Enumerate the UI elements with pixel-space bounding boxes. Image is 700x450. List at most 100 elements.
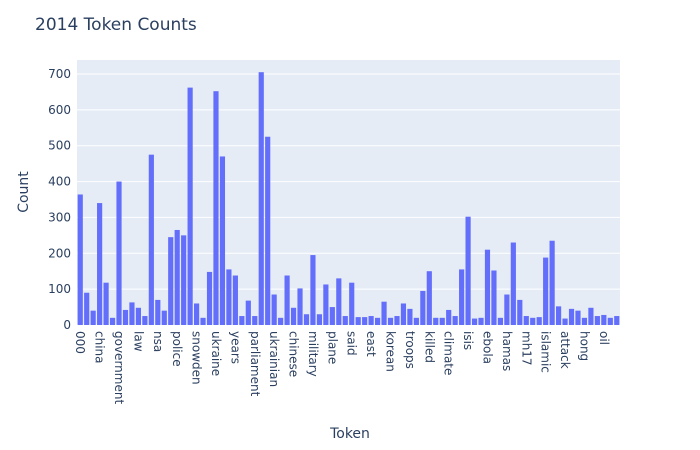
bar <box>368 316 374 325</box>
x-tick-label: chinese <box>287 331 301 377</box>
bar <box>303 314 310 325</box>
x-tick-label: police <box>170 331 184 367</box>
x-tick-label: troops <box>403 331 417 369</box>
bar <box>349 282 355 325</box>
x-tick-label: 000 <box>73 331 87 354</box>
bar <box>252 316 258 325</box>
bar <box>362 317 368 325</box>
bar <box>588 307 594 325</box>
bar <box>517 299 523 325</box>
bar <box>568 308 575 325</box>
x-tick-label: military <box>306 331 320 377</box>
bar <box>148 154 154 325</box>
bar <box>135 307 141 325</box>
x-tick-label: law <box>131 331 145 352</box>
x-tick-label: ukrainian <box>267 331 281 387</box>
bar <box>232 275 238 325</box>
bar <box>504 294 510 325</box>
bar <box>310 255 316 325</box>
chart-title: 2014 Token Counts <box>35 15 197 35</box>
x-tick-label: snowden <box>190 331 204 385</box>
bar <box>278 317 284 325</box>
bar <box>543 257 549 325</box>
bar <box>122 309 129 325</box>
x-tick-label: killed <box>422 331 436 363</box>
bar <box>562 318 568 325</box>
bar <box>497 317 503 325</box>
bar <box>355 317 361 325</box>
bar <box>426 271 432 325</box>
x-tick-label: ukraine <box>209 331 223 376</box>
bar <box>187 87 193 326</box>
bar <box>116 181 122 325</box>
bar <box>491 270 497 325</box>
x-tick-label: plane <box>325 331 339 364</box>
x-tick-label: islamic <box>539 331 553 373</box>
bar <box>375 317 381 325</box>
bar <box>316 314 322 325</box>
bar <box>329 307 335 325</box>
bar <box>271 294 277 325</box>
y-tick-label: 500 <box>48 139 71 153</box>
x-tick-label: korean <box>384 331 398 372</box>
bar <box>265 136 271 325</box>
bar <box>258 72 264 325</box>
x-tick-label: parliament <box>248 331 262 397</box>
bar <box>342 316 348 325</box>
bar <box>575 310 581 325</box>
y-tick-label: 400 <box>48 175 71 189</box>
bar <box>290 307 297 325</box>
bar <box>510 242 516 325</box>
bar <box>226 269 232 325</box>
x-tick-label: attack <box>558 331 572 369</box>
x-tick-label: government <box>112 331 126 404</box>
bar <box>161 310 167 325</box>
bar <box>459 269 465 325</box>
x-tick-label: climate <box>442 331 456 375</box>
bar <box>601 314 607 325</box>
x-tick-label: mh17 <box>519 331 533 366</box>
bar <box>239 316 245 325</box>
x-tick-label: oil <box>597 331 611 345</box>
bar <box>407 308 413 325</box>
x-tick-label: nsa <box>151 331 165 352</box>
y-tick-label: 200 <box>48 246 71 260</box>
bar <box>336 278 342 325</box>
bar <box>400 303 407 325</box>
x-tick-label: isis <box>461 331 475 350</box>
bar <box>465 216 471 325</box>
bar <box>97 203 103 325</box>
bar <box>77 194 83 325</box>
bar <box>549 240 555 325</box>
bar <box>387 317 394 325</box>
bar <box>433 317 439 325</box>
bar <box>129 302 135 325</box>
bar <box>219 156 226 325</box>
x-tick-label: east <box>364 331 378 357</box>
x-tick-label: hamas <box>500 331 514 371</box>
bar <box>471 318 478 325</box>
bar <box>594 316 600 325</box>
bar <box>413 317 419 325</box>
bar <box>607 317 613 325</box>
bar <box>155 299 161 325</box>
bar <box>523 316 529 325</box>
bar <box>194 303 200 325</box>
bar <box>181 235 187 325</box>
plot-area <box>77 60 620 325</box>
bar <box>213 91 219 325</box>
y-tick-label: 0 <box>63 318 71 332</box>
bar <box>581 317 588 325</box>
bar <box>200 317 206 325</box>
bar <box>284 275 290 325</box>
x-tick-label: ebola <box>480 331 494 364</box>
x-axis-title: Token <box>329 426 370 442</box>
bar <box>394 316 400 325</box>
x-tick-label: years <box>228 331 242 364</box>
bar <box>536 317 542 325</box>
bar <box>323 284 329 325</box>
x-tick-label: hong <box>577 331 591 361</box>
y-tick-label: 700 <box>48 67 71 81</box>
bar <box>109 317 116 325</box>
